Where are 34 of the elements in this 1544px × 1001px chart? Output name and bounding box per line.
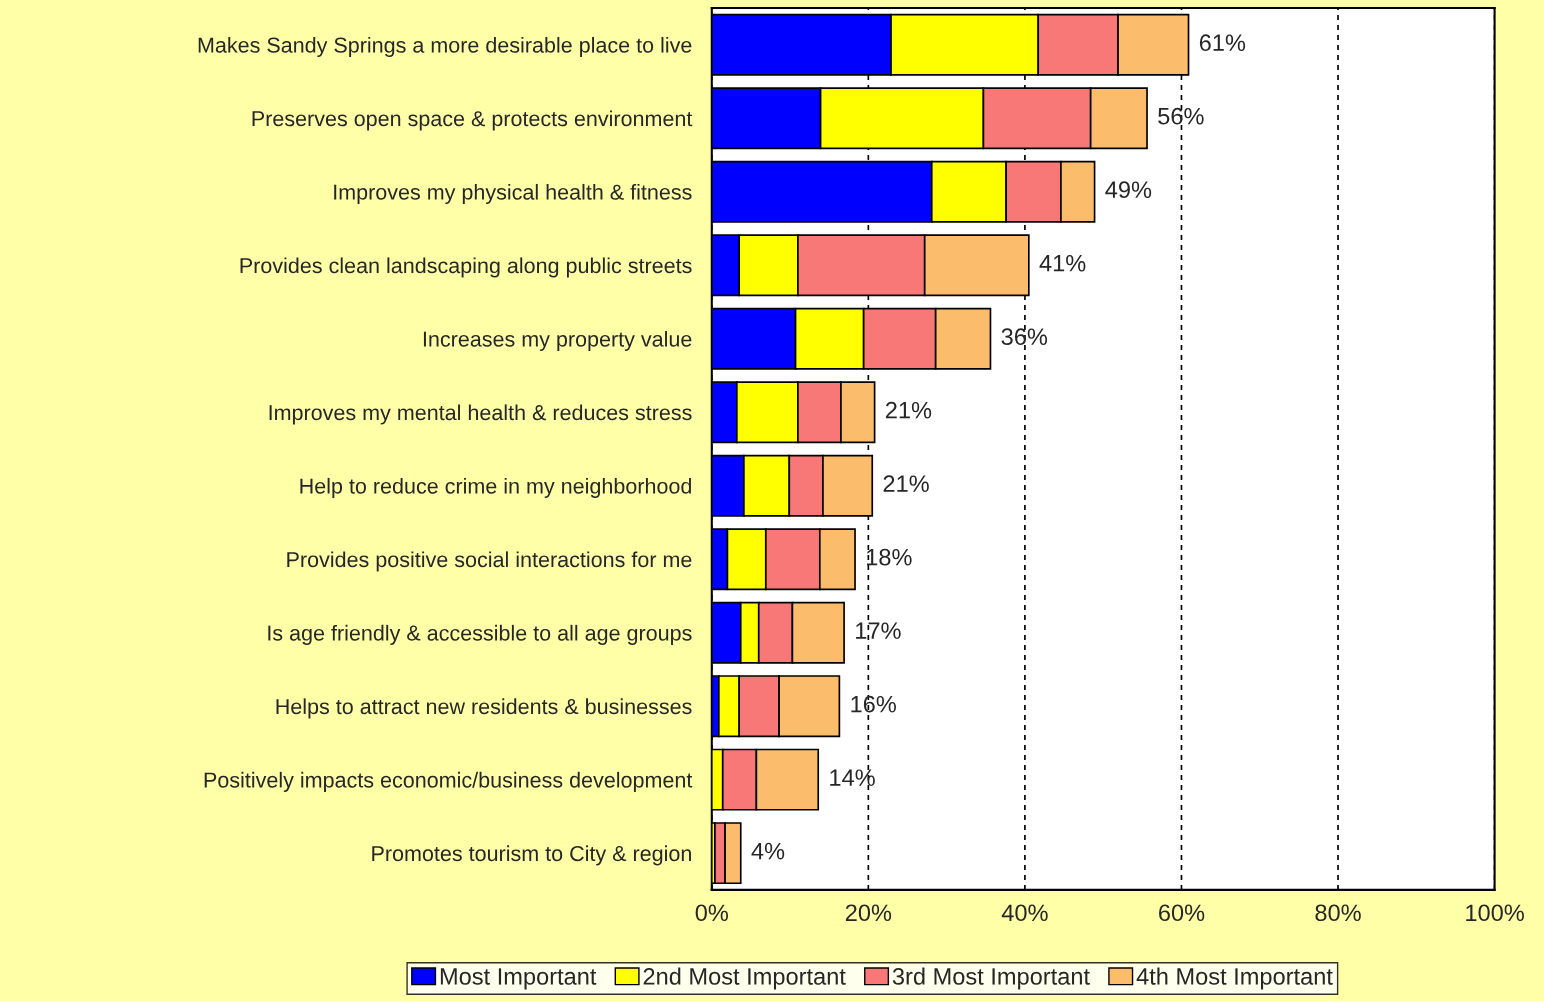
total-label: 4% <box>751 842 785 860</box>
total-label: 56% <box>1158 107 1204 125</box>
total-label: 41% <box>1039 254 1086 272</box>
y-tick-label: Makes Sandy Springs a more desirable place to live <box>198 36 692 58</box>
legend-label: Most Important <box>440 968 597 990</box>
x-tick-label: 100% <box>1466 904 1524 922</box>
x-tick-label: 60% <box>1159 904 1205 922</box>
total-label: 36% <box>1001 328 1048 346</box>
total-label: 49% <box>1105 181 1152 199</box>
x-tick-label: 40% <box>1001 904 1048 922</box>
total-label: 61% <box>1199 34 1246 52</box>
total-label: 14% <box>830 769 875 786</box>
y-tick-label: Improves my physical health & fitness <box>334 183 692 204</box>
y-tick-label: Preserves open space & protects environment <box>252 110 693 131</box>
legend-label: 2nd Most Important <box>643 967 846 990</box>
x-tick-label: 0% <box>695 904 729 922</box>
total-label: 18% <box>867 548 912 566</box>
y-tick-label: Positively impacts economic/business development <box>204 771 693 792</box>
total-label: 21% <box>885 401 932 419</box>
y-tick-label: Promotes tourism to City & region <box>372 845 691 866</box>
x-tick-label: 20% <box>845 904 892 922</box>
y-tick-label: Is age friendly & accessible to all age groups <box>268 624 692 645</box>
y-tick-label: Improves my mental health & reduces stress <box>269 404 692 425</box>
total-label: 21% <box>883 475 929 492</box>
y-tick-label: Helps to attract new residents & businesses <box>276 698 692 719</box>
y-tick-label: Help to reduce crime in my neighborhood <box>300 477 691 498</box>
y-tick-label: Provides clean landscaping along public streets <box>240 257 692 278</box>
legend-label: 3rd Most Important <box>892 967 1090 990</box>
total-label: 16% <box>851 695 896 713</box>
y-tick-label: Provides positive social interactions for me <box>287 551 692 572</box>
x-tick-label: 80% <box>1315 904 1361 922</box>
total-label: 17% <box>856 622 901 639</box>
legend-label: 4th Most Important <box>1136 967 1333 990</box>
y-tick-label: Increases my property value <box>423 330 692 351</box>
